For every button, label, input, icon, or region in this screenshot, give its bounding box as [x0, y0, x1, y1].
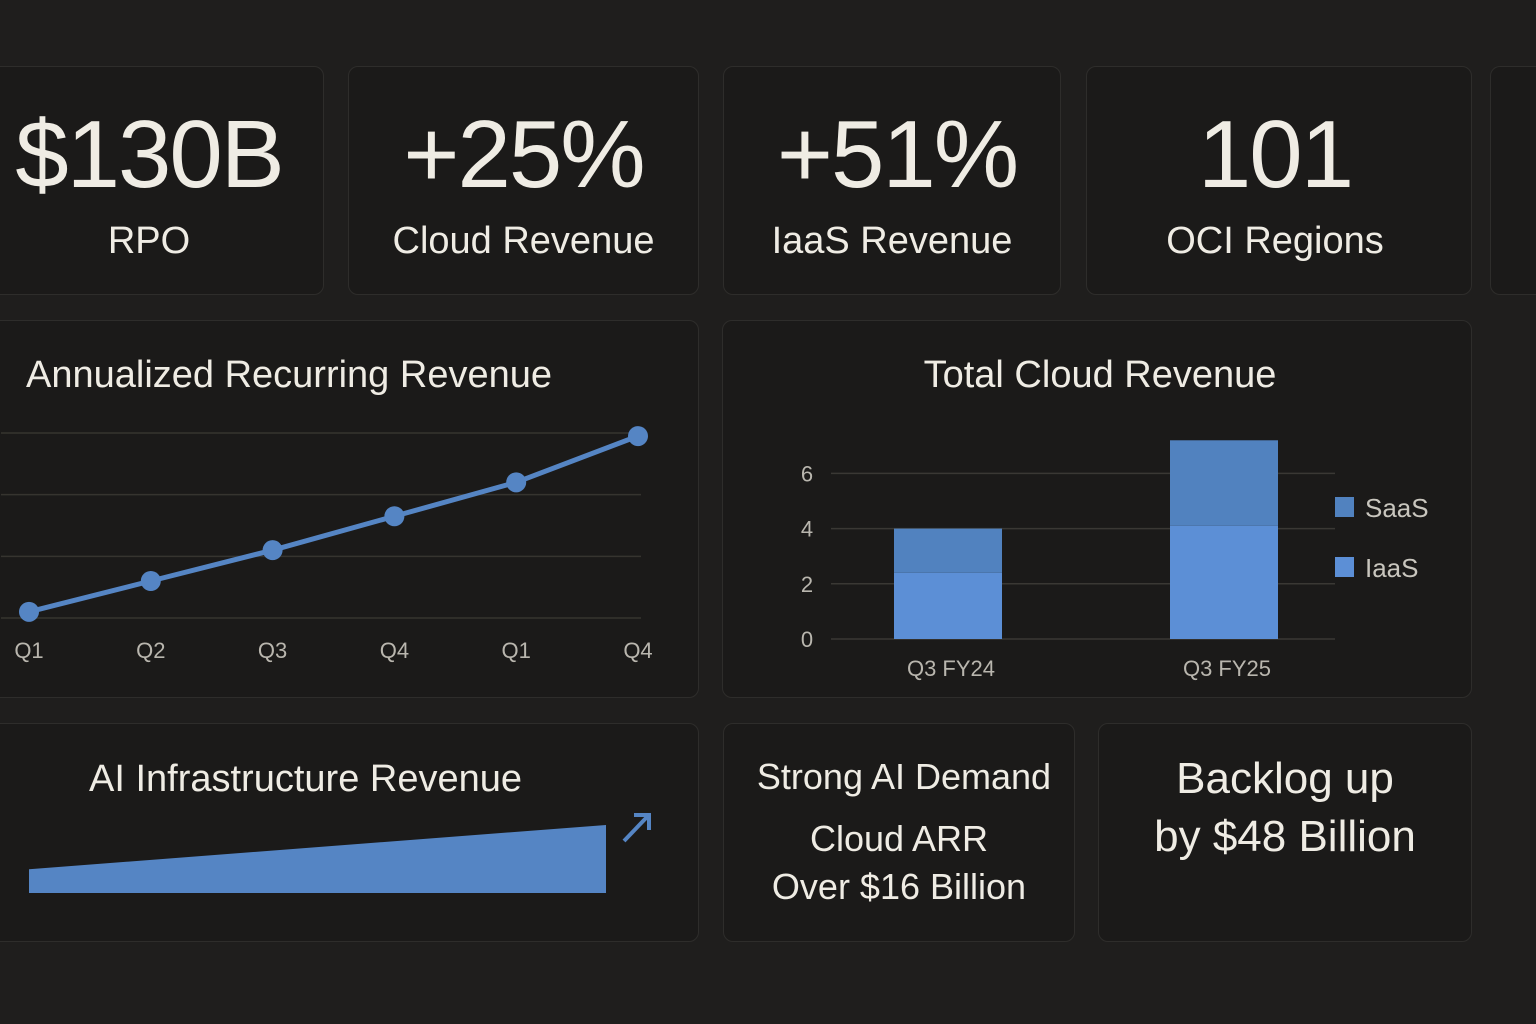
legend-swatch	[1335, 557, 1354, 577]
y-tick-label: 2	[801, 572, 813, 597]
kpi-card-cloud-revenue: +25% Cloud Revenue	[348, 66, 699, 295]
kpi-label: OCI Regions	[1166, 220, 1384, 262]
x-tick-label: Q1	[14, 638, 43, 663]
kpi-label: Cloud Revenue	[392, 220, 655, 262]
ai-infra-area-chart	[29, 813, 651, 893]
bar-segment-saas	[894, 528, 1002, 573]
bar-segment-saas	[1170, 440, 1278, 526]
backlog-line1: Backlog up	[1176, 754, 1394, 803]
kpi-card-rpo: $130B RPO	[0, 66, 324, 295]
x-tick-label: Q2	[136, 638, 165, 663]
kpi-label: RPO	[107, 220, 191, 262]
y-tick-label: 6	[801, 461, 813, 486]
arr-series-line	[28, 433, 639, 615]
trend-arrow-up-right-icon	[622, 813, 651, 843]
kpi-value: +51%	[776, 101, 1019, 208]
bar-segment-iaas	[1170, 525, 1278, 639]
x-tick-label: Q4	[380, 638, 409, 663]
ai-demand-line1: Cloud ARR	[809, 818, 989, 859]
x-tick-label: Q3 FY24	[907, 656, 995, 681]
arr-data-point	[262, 540, 283, 561]
arr-data-point	[140, 571, 161, 591]
y-tick-label: 0	[801, 627, 813, 652]
ai-demand-card: Strong AI Demand Cloud ARR Over $16 Bill…	[723, 723, 1075, 942]
kpi-card-partial	[1490, 66, 1536, 295]
arr-chart-card: Annualized Recurring Revenue Q1 Q2 Q3 Q4 Q1 Q…	[0, 320, 699, 698]
cloud-revenue-chart-card: Total Cloud Revenue 0 2 4 6 Q3 FY24 Q3 FY25 Sa…	[722, 320, 1472, 698]
arr-data-point	[19, 601, 39, 622]
legend-label: SaaS	[1365, 493, 1429, 523]
ai-infra-area	[29, 825, 606, 893]
backlog-line2: by $48 Billion	[1154, 812, 1416, 861]
ai-infra-card: AI Infrastructure Revenue	[0, 723, 699, 942]
arr-data-point	[384, 506, 405, 527]
kpi-value: $130B	[15, 101, 285, 208]
kpi-value: 101	[1197, 101, 1354, 208]
arr-chart-title: Annualized Recurring Revenue	[26, 354, 552, 396]
y-tick-label: 4	[801, 517, 813, 542]
arr-data-point	[506, 472, 527, 493]
kpi-value: +25%	[403, 101, 645, 208]
x-tick-label: Q1	[502, 638, 531, 663]
ai-infra-title: AI Infrastructure Revenue	[89, 758, 522, 800]
legend-swatch	[1335, 497, 1354, 517]
cloud-revenue-bar-chart: 0 2 4 6 Q3 FY24 Q3 FY25 SaaS IaaS	[801, 440, 1429, 681]
bar-segment-iaas	[894, 572, 1002, 639]
ai-demand-heading: Strong AI Demand	[756, 756, 1052, 797]
kpi-card-oci-regions: 101 OCI Regions	[1086, 66, 1472, 295]
ai-demand-line2: Over $16 Billion	[771, 866, 1027, 907]
arr-data-point	[628, 426, 648, 447]
cloud-revenue-chart-title: Total Cloud Revenue	[923, 354, 1277, 396]
arr-line-chart: Q1 Q2 Q3 Q4 Q1 Q4	[1, 426, 653, 663]
backlog-card: Backlog up by $48 Billion	[1098, 723, 1472, 942]
kpi-label: IaaS Revenue	[771, 220, 1013, 262]
legend-label: IaaS	[1365, 553, 1419, 583]
kpi-card-iaas-revenue: +51% IaaS Revenue	[723, 66, 1061, 295]
x-tick-label: Q3	[258, 638, 287, 663]
x-tick-label: Q3 FY25	[1183, 656, 1271, 681]
x-tick-label: Q4	[623, 638, 652, 663]
